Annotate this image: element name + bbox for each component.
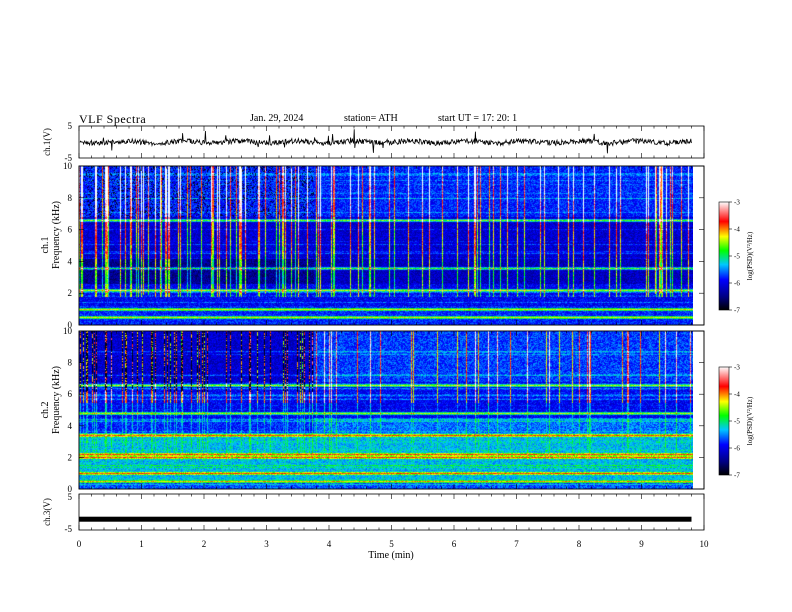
ch3-waveform-panel: 5 -5 ch.3(V) 0 1 2 3 4 5 6 7 8 9 10 Time (min)	[42, 492, 709, 561]
ch1-waveform-frame	[78, 125, 705, 159]
x-tick-label: 0	[77, 539, 82, 549]
ch2-spectrogram-panel: 0 2 4 6 8 10 ch.2 Frequency (kHz)	[40, 326, 705, 494]
ch3-waveform-line	[79, 516, 692, 522]
ch1-spectrogram-image	[79, 166, 693, 325]
ch1-waveform-line	[79, 129, 692, 154]
ch1-waveform-panel: 5 -5 ch.1(V)	[42, 121, 705, 163]
colorbar-tick-label: -5	[734, 418, 740, 426]
ch3-ytick-top: 5	[68, 492, 73, 502]
x-tick-label: 5	[389, 539, 394, 549]
ch1-colorbar-label: log(PSD)(V²/Hz)	[746, 231, 754, 280]
x-tick-label: 10	[700, 539, 710, 549]
ch1-spectrogram-panel: 0 2 4 6 8 10 ch.1 Frequency (kHz)	[40, 161, 705, 330]
y-tick-label: 4	[68, 421, 73, 431]
y-tick-label: 0	[68, 320, 73, 330]
y-tick-label: 6	[68, 389, 73, 399]
y-tick-label: 8	[68, 193, 73, 203]
colorbar-tick-label: -7	[734, 472, 740, 480]
ch1-spectrogram-ylabel-channel: ch.1	[40, 237, 51, 254]
colorbar-tick-label: -4	[734, 226, 740, 234]
ch3-waveform-frame	[78, 493, 705, 531]
x-tick-label: 4	[327, 539, 332, 549]
y-tick-label: 2	[68, 452, 73, 462]
colorbar-tick-label: -7	[734, 307, 740, 315]
ch2-colorbar-scale	[718, 366, 730, 476]
y-tick-label: 6	[68, 225, 73, 235]
colorbar-tick-label: -5	[734, 253, 740, 261]
colorbar-tick-label: -3	[734, 199, 740, 207]
ch1-colorbar-scale	[718, 201, 730, 311]
ch1-spectrogram-ylabel-frequency: Frequency (kHz)	[51, 201, 62, 269]
date-label: Jan. 29, 2024	[250, 113, 304, 124]
colorbar-tick-label: -3	[734, 364, 740, 372]
ch1-waveform-ylabel: ch.1(V)	[42, 128, 52, 156]
x-tick-label: 2	[202, 539, 207, 549]
x-tick-label: 7	[514, 539, 519, 549]
colorbar-tick-label: -6	[734, 280, 740, 288]
ch2-spectrogram-image	[79, 331, 693, 489]
x-tick-label: 8	[577, 539, 582, 549]
y-tick-label: 4	[68, 256, 73, 266]
colorbar-tick-label: -4	[734, 391, 740, 399]
colorbar-tick-label: -6	[734, 445, 740, 453]
ch3-ytick-bottom: -5	[65, 524, 73, 534]
y-tick-label: 0	[68, 484, 73, 494]
ch2-colorbar-label: log(PSD)(V²/Hz)	[746, 396, 754, 445]
ch1-colorbar: -3 -4 -5 -6 -7 log(PSD)(V²/Hz)	[718, 199, 754, 315]
y-tick-label: 2	[68, 288, 73, 298]
ch2-colorbar: -3 -4 -5 -6 -7 log(PSD)(V²/Hz)	[718, 364, 754, 480]
ch3-waveform-ylabel: ch.3(V)	[42, 498, 52, 526]
x-axis-label: Time (min)	[368, 550, 413, 561]
plot-title: VLF Spectra	[79, 112, 147, 126]
start-time-label: start UT = 17: 20: 1	[438, 113, 518, 124]
ch1-ytick-bottom: -5	[65, 153, 73, 163]
station-label: station= ATH	[344, 113, 398, 124]
x-tick-label: 1	[139, 539, 144, 549]
ch2-spectrogram-ylabel-channel: ch.2	[40, 402, 51, 419]
x-tick-label: 6	[452, 539, 457, 549]
y-tick-label: 10	[63, 326, 73, 336]
y-tick-label: 10	[63, 161, 73, 171]
ch2-spectrogram-ylabel-frequency: Frequency (kHz)	[51, 366, 62, 434]
x-tick-label: 9	[639, 539, 644, 549]
ch1-ytick-top: 5	[68, 121, 73, 131]
y-tick-label: 8	[68, 358, 73, 368]
x-tick-label: 3	[264, 539, 269, 549]
